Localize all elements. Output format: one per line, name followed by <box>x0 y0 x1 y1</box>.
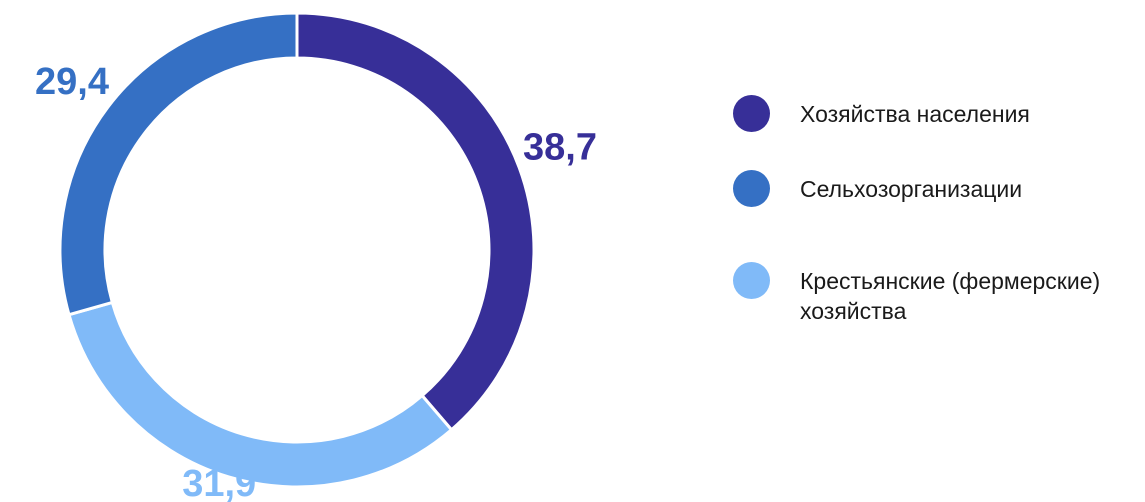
legend-swatch-farms <box>733 262 770 299</box>
legend-label-households: Хозяйства населения <box>800 101 1030 127</box>
slice-farms <box>67 300 454 489</box>
value-label-farms: 31,9 <box>182 463 256 502</box>
slice-agri-organizations <box>58 11 299 317</box>
legend-swatch-households <box>733 95 770 132</box>
legend-label-agri-organizations: Сельхозорганизации <box>800 176 1023 202</box>
value-label-agri-organizations: 29,4 <box>35 61 109 103</box>
legend-swatch-agri-organizations <box>733 170 770 207</box>
legend-label-farms: Крестьянские (фермерские) хозяйства <box>800 268 1101 324</box>
value-label-households: 38,7 <box>523 127 597 169</box>
slice-households <box>295 11 536 432</box>
donut-chart-svg: 38,7 31,9 29,4 <box>35 11 597 502</box>
